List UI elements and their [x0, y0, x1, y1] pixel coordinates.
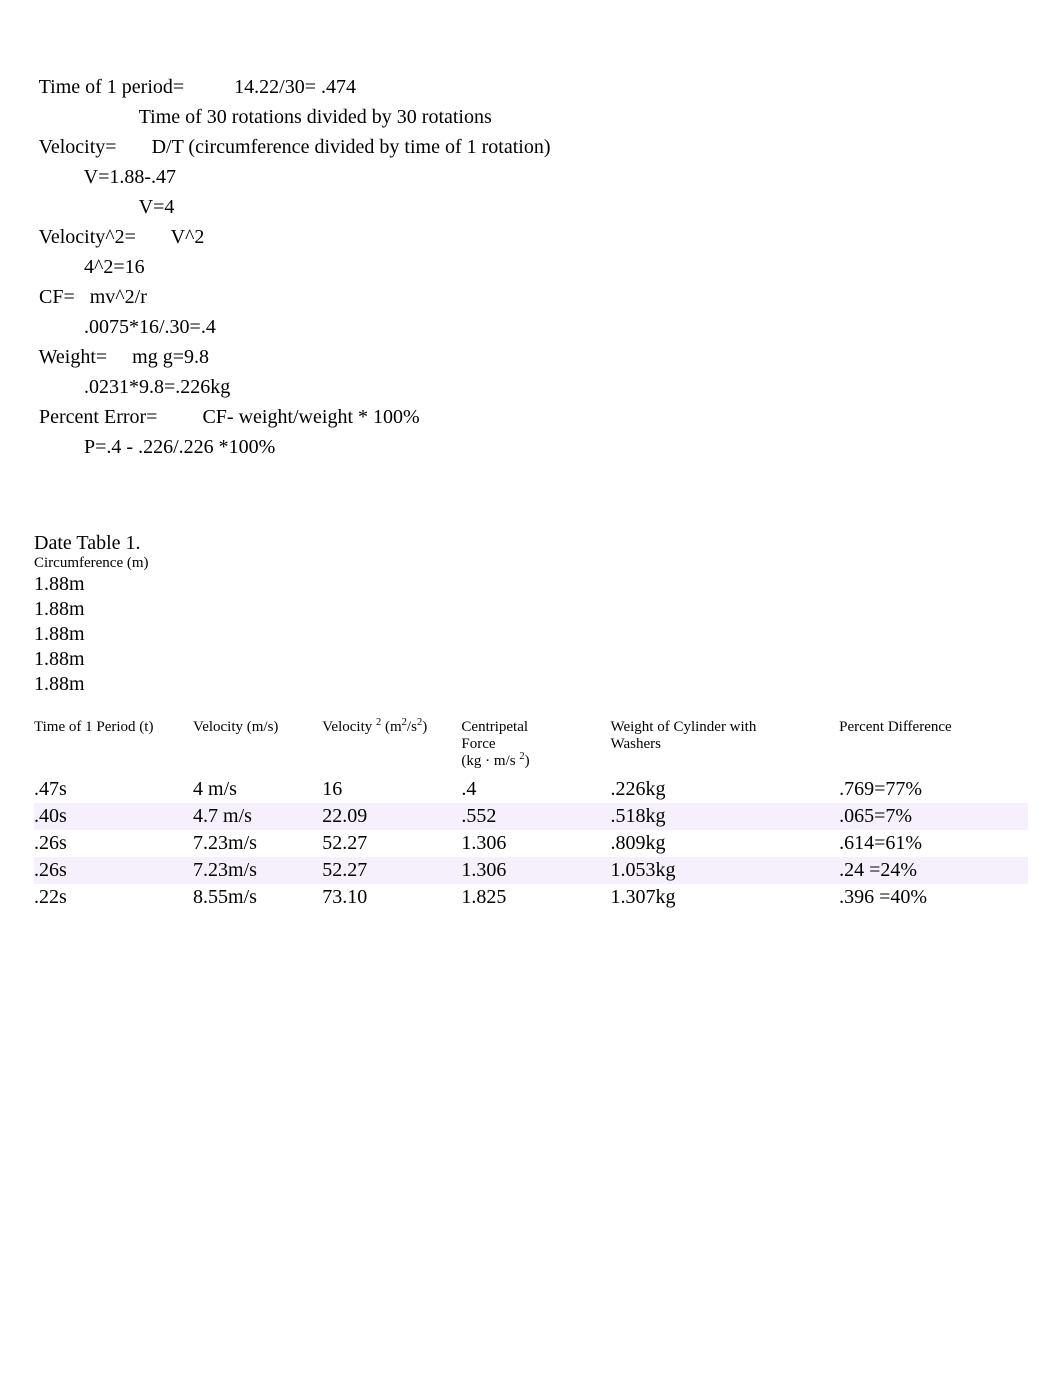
th-centripetal: Centripetal Force (kg · m/s 2) — [461, 717, 610, 776]
th-velocity-sq-s: /s — [407, 719, 417, 735]
table-row: .26s 7.23m/s 52.27 1.306 .809kg .614=61% — [34, 830, 1028, 857]
circumference-list: 1.88m 1.88m 1.88m 1.88m 1.88m — [34, 572, 1028, 697]
table-title: Date Table 1. — [34, 532, 1028, 555]
circumference-header: Circumference (m) — [34, 555, 1028, 572]
cell-centripetal: .552 — [461, 803, 610, 830]
table-header-row: Time of 1 Period (t) Velocity (m/s) Velo… — [34, 717, 1028, 776]
cell-velocity-sq: 52.27 — [322, 857, 461, 884]
th-weight-l1: Weight of Cylinder with — [611, 719, 757, 735]
table-body: .47s 4 m/s 16 .4 .226kg .769=77% .40s 4.… — [34, 776, 1028, 911]
cell-time: .26s — [34, 857, 193, 884]
th-percent-diff: Percent Difference — [839, 717, 1028, 776]
cell-velocity: 4 m/s — [193, 776, 322, 803]
calc-line: Percent Error= CF- weight/weight * 100% — [34, 406, 420, 428]
data-table-wrap: Time of 1 Period (t) Velocity (m/s) Velo… — [34, 717, 1028, 911]
th-weight-l2: Washers — [611, 736, 661, 752]
cell-velocity: 7.23m/s — [193, 857, 322, 884]
calc-line: CF= mv^2/r — [34, 286, 147, 308]
page-root: Time of 1 period= 14.22/30= .474 Time of… — [0, 0, 1062, 911]
cell-weight: 1.053kg — [611, 857, 840, 884]
cell-percent: .24 =24% — [839, 857, 1028, 884]
calc-line: .0231*9.8=.226kg — [34, 376, 230, 398]
cell-weight: .226kg — [611, 776, 840, 803]
calculations-block: Time of 1 period= 14.22/30= .474 Time of… — [34, 42, 1028, 492]
section-gap — [34, 492, 1028, 532]
cell-percent: .614=61% — [839, 830, 1028, 857]
cell-velocity-sq: 16 — [322, 776, 461, 803]
th-time: Time of 1 Period (t) — [34, 717, 193, 776]
cell-time: .22s — [34, 884, 193, 911]
cell-time: .40s — [34, 803, 193, 830]
table-row: .26s 7.23m/s 52.27 1.306 1.053kg .24 =24… — [34, 857, 1028, 884]
calc-line: V=4 — [34, 196, 174, 218]
th-cent-l3b: ) — [525, 753, 530, 769]
th-cent-l3a: (kg · m/s — [461, 753, 519, 769]
table-row: .22s 8.55m/s 73.10 1.825 1.307kg .396 =4… — [34, 884, 1028, 911]
circumference-item: 1.88m — [34, 572, 1028, 597]
cell-velocity: 8.55m/s — [193, 884, 322, 911]
circumference-item: 1.88m — [34, 647, 1028, 672]
th-cent-l2: Force — [461, 736, 495, 752]
table-head: Time of 1 Period (t) Velocity (m/s) Velo… — [34, 717, 1028, 776]
cell-centripetal: 1.306 — [461, 830, 610, 857]
cell-time: .26s — [34, 830, 193, 857]
th-velocity-sq-close: ) — [422, 719, 427, 735]
th-velocity-sq: Velocity 2 (m2/s2) — [322, 717, 461, 776]
cell-velocity-sq: 52.27 — [322, 830, 461, 857]
th-weight: Weight of Cylinder with Washers — [611, 717, 840, 776]
data-table: Time of 1 Period (t) Velocity (m/s) Velo… — [34, 717, 1028, 911]
circumference-section: Date Table 1. Circumference (m) 1.88m 1.… — [34, 532, 1028, 697]
cell-time: .47s — [34, 776, 193, 803]
table-row: .40s 4.7 m/s 22.09 .552 .518kg .065=7% — [34, 803, 1028, 830]
circumference-item: 1.88m — [34, 597, 1028, 622]
th-velocity: Velocity (m/s) — [193, 717, 322, 776]
cell-percent: .769=77% — [839, 776, 1028, 803]
circumference-item: 1.88m — [34, 622, 1028, 647]
calc-line: Time of 1 period= 14.22/30= .474 — [34, 76, 356, 98]
calc-line: .0075*16/.30=.4 — [34, 316, 216, 338]
cell-centripetal: 1.825 — [461, 884, 610, 911]
th-velocity-sq-m: (m — [381, 719, 401, 735]
cell-weight: 1.307kg — [611, 884, 840, 911]
circumference-item: 1.88m — [34, 672, 1028, 697]
calc-line: Weight= mg g=9.8 — [34, 346, 209, 368]
cell-velocity-sq: 73.10 — [322, 884, 461, 911]
cell-percent: .396 =40% — [839, 884, 1028, 911]
calc-line: Velocity= D/T (circumference divided by … — [34, 136, 551, 158]
th-velocity-sq-prefix: Velocity — [322, 719, 376, 735]
cell-centripetal: 1.306 — [461, 857, 610, 884]
calc-line: V=1.88-.47 — [34, 166, 176, 188]
cell-percent: .065=7% — [839, 803, 1028, 830]
calc-line: Velocity^2= V^2 — [34, 226, 204, 248]
table-row: .47s 4 m/s 16 .4 .226kg .769=77% — [34, 776, 1028, 803]
cell-weight: .518kg — [611, 803, 840, 830]
th-cent-l1: Centripetal — [461, 719, 528, 735]
cell-velocity-sq: 22.09 — [322, 803, 461, 830]
calc-line: Time of 30 rotations divided by 30 rotat… — [34, 106, 492, 128]
calc-line: P=.4 - .226/.226 *100% — [34, 436, 275, 458]
calc-line: 4^2=16 — [34, 256, 145, 278]
cell-centripetal: .4 — [461, 776, 610, 803]
cell-velocity: 4.7 m/s — [193, 803, 322, 830]
cell-weight: .809kg — [611, 830, 840, 857]
cell-velocity: 7.23m/s — [193, 830, 322, 857]
